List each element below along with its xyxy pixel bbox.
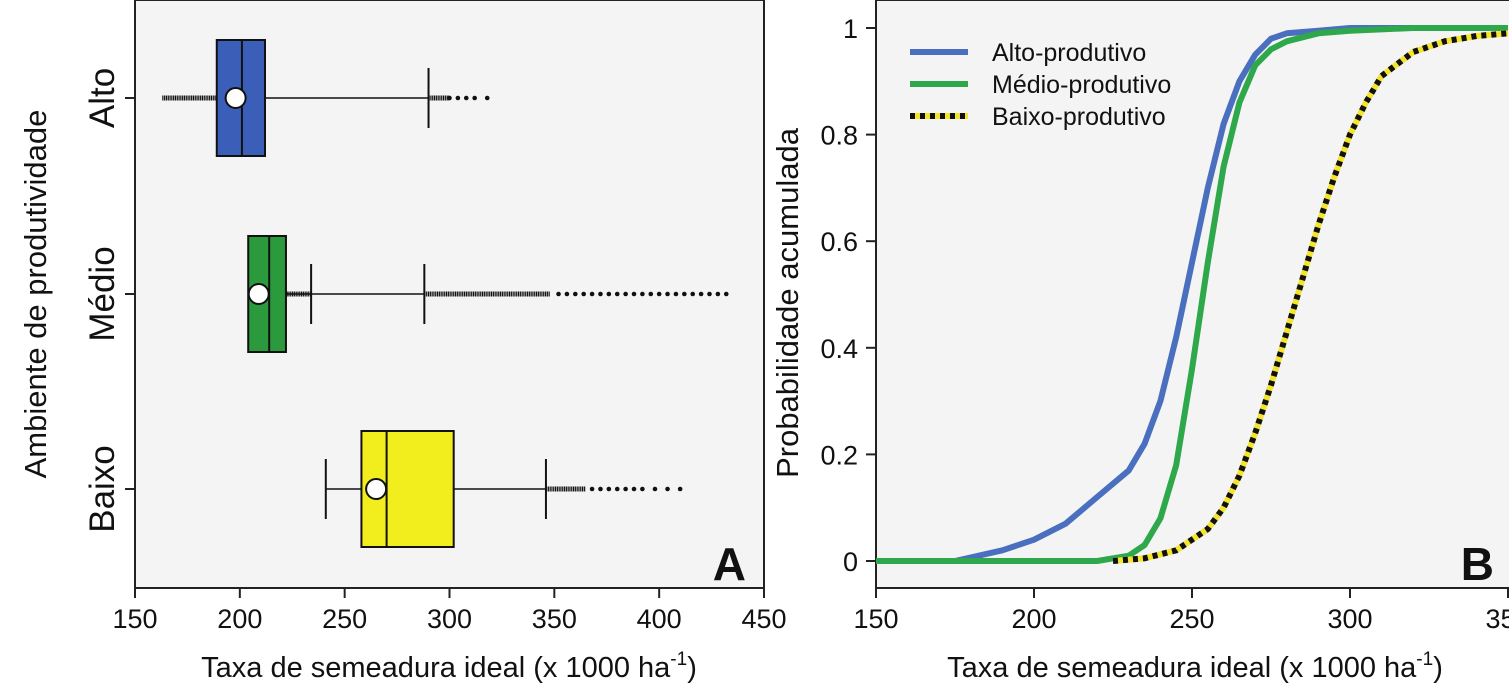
outlier-point	[581, 291, 586, 297]
panel-a-x-tick-label: 300	[427, 604, 472, 634]
outlier-point	[598, 486, 603, 492]
outlier-point	[598, 291, 603, 297]
outlier-point	[614, 486, 620, 492]
panel-a-category-label: Baixo	[83, 445, 122, 533]
panel-a-x-axis-label: Taxa de semeadura ideal (x 1000 ha-1)	[201, 649, 697, 684]
outlier-point	[640, 291, 645, 297]
mean-marker	[365, 478, 388, 500]
outlier-point	[589, 291, 595, 297]
series-line-baixo-dashes	[1112, 30, 1509, 564]
outlier-point	[665, 486, 670, 492]
panel-a-category-label: Alto	[83, 68, 122, 128]
panel-a-label: A	[713, 538, 746, 590]
panel-b-y-tick-label: 0.8	[820, 121, 858, 151]
panel-a-x-tick-label: 250	[322, 604, 367, 634]
outlier-point	[665, 291, 670, 297]
panel-b-y-tick-label: 0.6	[820, 227, 858, 257]
panel-b-x-tick-label: 200	[1011, 604, 1056, 634]
outlier-point	[631, 291, 637, 297]
outlier-point	[690, 291, 696, 297]
series-line-medio	[876, 25, 1508, 564]
outlier-point	[623, 486, 628, 492]
panel-a-category-label: Médio	[83, 246, 122, 341]
panel-b-y-axis-label: Probabilidade acumulada	[770, 127, 805, 478]
outlier-point	[656, 291, 662, 297]
panel-b-y-tick-label: 0.2	[820, 440, 858, 470]
panel-a-x-tick-label: 350	[532, 604, 577, 634]
outlier-point	[640, 486, 645, 492]
outlier-point	[606, 486, 612, 492]
outlier-point	[589, 486, 595, 492]
outlier-point	[682, 291, 687, 297]
panel-b-x-tick-label: 150	[853, 604, 898, 634]
outlier-point	[463, 95, 469, 101]
mean-marker	[247, 283, 270, 305]
panel-a-x-tick-label: 200	[217, 604, 262, 634]
outlier-point	[723, 291, 729, 297]
legend-label: Alto-produtivo	[992, 39, 1146, 67]
panel-b-x-tick-label: 250	[1169, 604, 1214, 634]
outlier-point	[677, 486, 683, 492]
panel-a-y-axis-label: Ambiente de produtividade	[18, 110, 53, 479]
panel-b-x-axis-label: Taxa de semeadura ideal (x 1000 ha-1)	[947, 649, 1443, 684]
mean-marker	[224, 87, 247, 109]
outlier-point	[707, 291, 712, 297]
panel-b-y-tick-label: 0.4	[820, 334, 858, 364]
outlier-point	[606, 291, 612, 297]
outlier-point	[673, 291, 679, 297]
panel-a-x-tick-label: 150	[112, 604, 157, 634]
outlier-point	[614, 291, 620, 297]
outlier-point	[472, 95, 477, 101]
outlier-point	[556, 291, 561, 297]
outlier-point	[698, 291, 704, 297]
outlier-point	[631, 486, 637, 492]
series-line-alto	[876, 25, 1508, 564]
panel-b-x-tick-label: 350	[1485, 604, 1509, 634]
panel-b-plot-area	[875, 0, 1509, 589]
legend-label: Baixo-produtivo	[992, 103, 1166, 131]
outlier-point	[652, 486, 658, 492]
panel-b-cdf: 150 200 250 300 350 0 0.2 0.4 0.6 0.8 1 Alto-produt…	[770, 0, 1509, 684]
panel-b-y-tick-label: 0	[843, 547, 858, 577]
panel-b-label: B	[1461, 538, 1494, 590]
outlier-point	[564, 291, 570, 297]
panel-a-x-tick-label: 450	[741, 604, 786, 634]
outlier-point	[573, 291, 578, 297]
outlier-point	[455, 95, 461, 101]
outlier-point	[484, 95, 490, 101]
panel-b-x-tick-label: 300	[1327, 604, 1372, 634]
outlier-point	[648, 291, 654, 297]
outlier-point	[623, 291, 628, 297]
panel-a-x-tick-label: 400	[637, 604, 682, 634]
outlier-point	[715, 291, 721, 297]
outlier-point	[447, 95, 452, 101]
panel-b-y-tick-label: 1	[843, 14, 858, 44]
panel-a-boxplot: 150 200 250 300 350 400 450 Alto Médio Baixo A Ta…	[18, 0, 787, 684]
legend-label: Médio-produtivo	[992, 71, 1171, 99]
